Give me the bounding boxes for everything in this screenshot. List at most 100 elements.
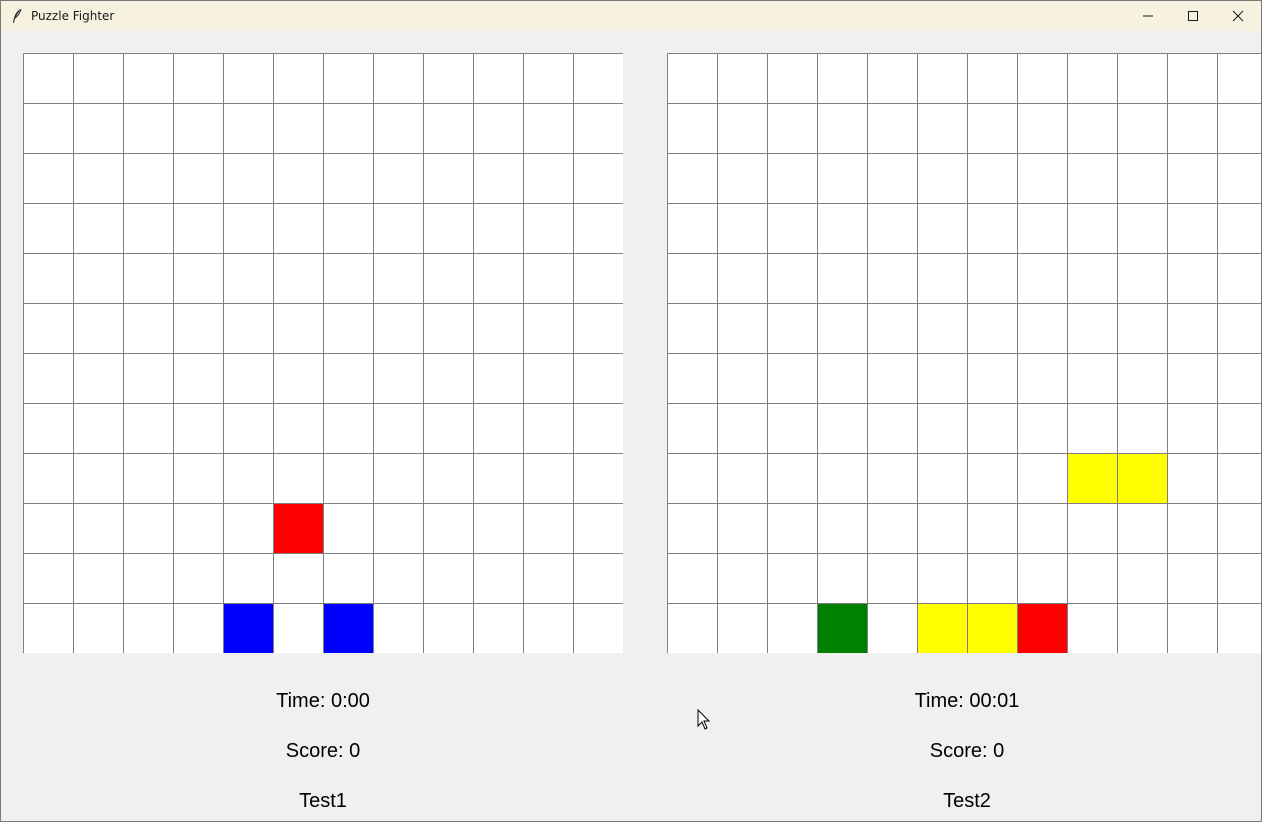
player2-cell	[1217, 153, 1261, 204]
player2-cell	[767, 153, 818, 204]
player2-cell	[1067, 153, 1118, 204]
player2-block-yellow	[917, 603, 968, 653]
player1-cell	[423, 503, 474, 554]
player1-cell	[123, 253, 174, 304]
player1-cell	[373, 53, 424, 104]
player2-cell	[1117, 153, 1168, 204]
player1-cell	[473, 253, 524, 304]
player2-cell	[1117, 103, 1168, 154]
player1-cell	[123, 203, 174, 254]
player1-cell	[23, 103, 74, 154]
player2-cell	[817, 103, 868, 154]
player2-cell	[817, 503, 868, 554]
player2-cell	[967, 403, 1018, 454]
player2-cell	[817, 353, 868, 404]
player2-cell	[717, 103, 768, 154]
close-button[interactable]	[1215, 1, 1261, 31]
maximize-button[interactable]	[1170, 1, 1216, 31]
player1-cell	[573, 153, 623, 204]
player1-cell	[523, 603, 574, 653]
player2-cell	[917, 453, 968, 504]
player2-cell	[1167, 453, 1218, 504]
player1-cell	[473, 553, 524, 604]
player2-cell	[717, 203, 768, 254]
player1-cell	[573, 553, 623, 604]
player1-cell	[323, 503, 374, 554]
player1-cell	[73, 453, 124, 504]
player1-cell	[423, 303, 474, 354]
player2-cell	[767, 553, 818, 604]
player2-cell	[1117, 303, 1168, 354]
player2-cell	[1067, 353, 1118, 404]
player1-cell	[523, 103, 574, 154]
player2-cell	[1067, 403, 1118, 454]
player2-cell	[967, 453, 1018, 504]
player2-cell	[917, 253, 968, 304]
player2-board[interactable]	[667, 53, 1261, 653]
player2-cell	[717, 353, 768, 404]
player2-cell	[1217, 503, 1261, 554]
player1-cell	[373, 603, 424, 653]
minimize-button[interactable]	[1125, 1, 1171, 31]
player1-cell	[323, 53, 374, 104]
player2-cell	[767, 203, 818, 254]
player2-cell	[767, 253, 818, 304]
player1-cell	[73, 403, 124, 454]
player1-board[interactable]	[23, 53, 623, 653]
player1-cell	[573, 53, 623, 104]
player2-cell	[917, 403, 968, 454]
player1-cell	[573, 403, 623, 454]
player1-cell	[473, 303, 524, 354]
player1-cell	[173, 603, 224, 653]
player1-cell	[23, 553, 74, 604]
player2-cell	[717, 503, 768, 554]
player2-cell	[767, 453, 818, 504]
player1-cell	[373, 103, 424, 154]
player2-cell	[667, 53, 718, 104]
player2-cell	[1017, 53, 1068, 104]
player1-cell	[323, 403, 374, 454]
player2-cell	[667, 553, 718, 604]
player1-cell	[23, 203, 74, 254]
player2-cell	[867, 453, 918, 504]
player1-cell	[273, 253, 324, 304]
player2-cell	[867, 153, 918, 204]
player2-cell	[917, 553, 968, 604]
close-icon	[1232, 10, 1244, 22]
player2-cell	[1067, 603, 1118, 653]
player1-cell	[323, 253, 374, 304]
player2-cell	[1167, 303, 1218, 354]
player1-cell	[523, 53, 574, 104]
player2-cell	[967, 553, 1018, 604]
player2-cell	[1167, 153, 1218, 204]
player1-cell	[73, 53, 124, 104]
player1-cell	[423, 203, 474, 254]
player2-cell	[917, 353, 968, 404]
player1-cell	[173, 103, 224, 154]
player1-cell	[123, 503, 174, 554]
player1-cell	[423, 103, 474, 154]
player2-cell	[717, 153, 768, 204]
player1-cell	[173, 553, 224, 604]
player2-block-green	[817, 603, 868, 653]
player2-cell	[1117, 203, 1168, 254]
player2-cell	[1067, 303, 1118, 354]
title-bar[interactable]: Puzzle Fighter	[1, 1, 1261, 31]
player1-cell	[23, 253, 74, 304]
player1-cell	[23, 53, 74, 104]
player2-cell	[1217, 453, 1261, 504]
player2-cell	[1067, 103, 1118, 154]
player1-cell	[73, 603, 124, 653]
player2-cell	[1167, 253, 1218, 304]
player1-cell	[373, 253, 424, 304]
player1-cell	[523, 153, 574, 204]
player1-cell	[173, 503, 224, 554]
player1-cell	[123, 603, 174, 653]
player1-cell	[23, 403, 74, 454]
player2-cell	[1067, 553, 1118, 604]
player1-cell	[523, 553, 574, 604]
player1-cell	[223, 253, 274, 304]
player2-grid	[667, 53, 1261, 653]
player1-cell	[273, 603, 324, 653]
